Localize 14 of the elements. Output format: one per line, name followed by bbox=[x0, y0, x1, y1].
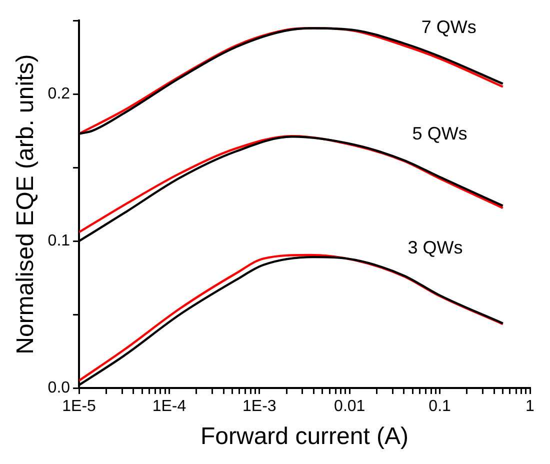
y-tick-label: 0.2 bbox=[48, 85, 70, 102]
y-tick-label: 0.0 bbox=[48, 379, 70, 396]
x-tick-label: 1 bbox=[526, 398, 535, 416]
annotation: 3 QWs bbox=[408, 237, 463, 258]
x-tick-label: 0.01 bbox=[334, 398, 366, 416]
y-axis-title: Normalised EQE (arb. units) bbox=[12, 54, 40, 354]
x-axis-title: Forward current (A) bbox=[200, 423, 409, 450]
annotation: 5 QWs bbox=[412, 123, 468, 144]
x-tick-label: 0.1 bbox=[428, 398, 452, 416]
y-tick-label: 0.1 bbox=[48, 232, 70, 250]
x-tick-label: 1E-5 bbox=[62, 398, 96, 416]
x-tick-label: 1E-4 bbox=[152, 398, 186, 416]
x-tick-label: 1E-3 bbox=[242, 398, 276, 416]
annotation: 7 QWs bbox=[421, 16, 476, 37]
